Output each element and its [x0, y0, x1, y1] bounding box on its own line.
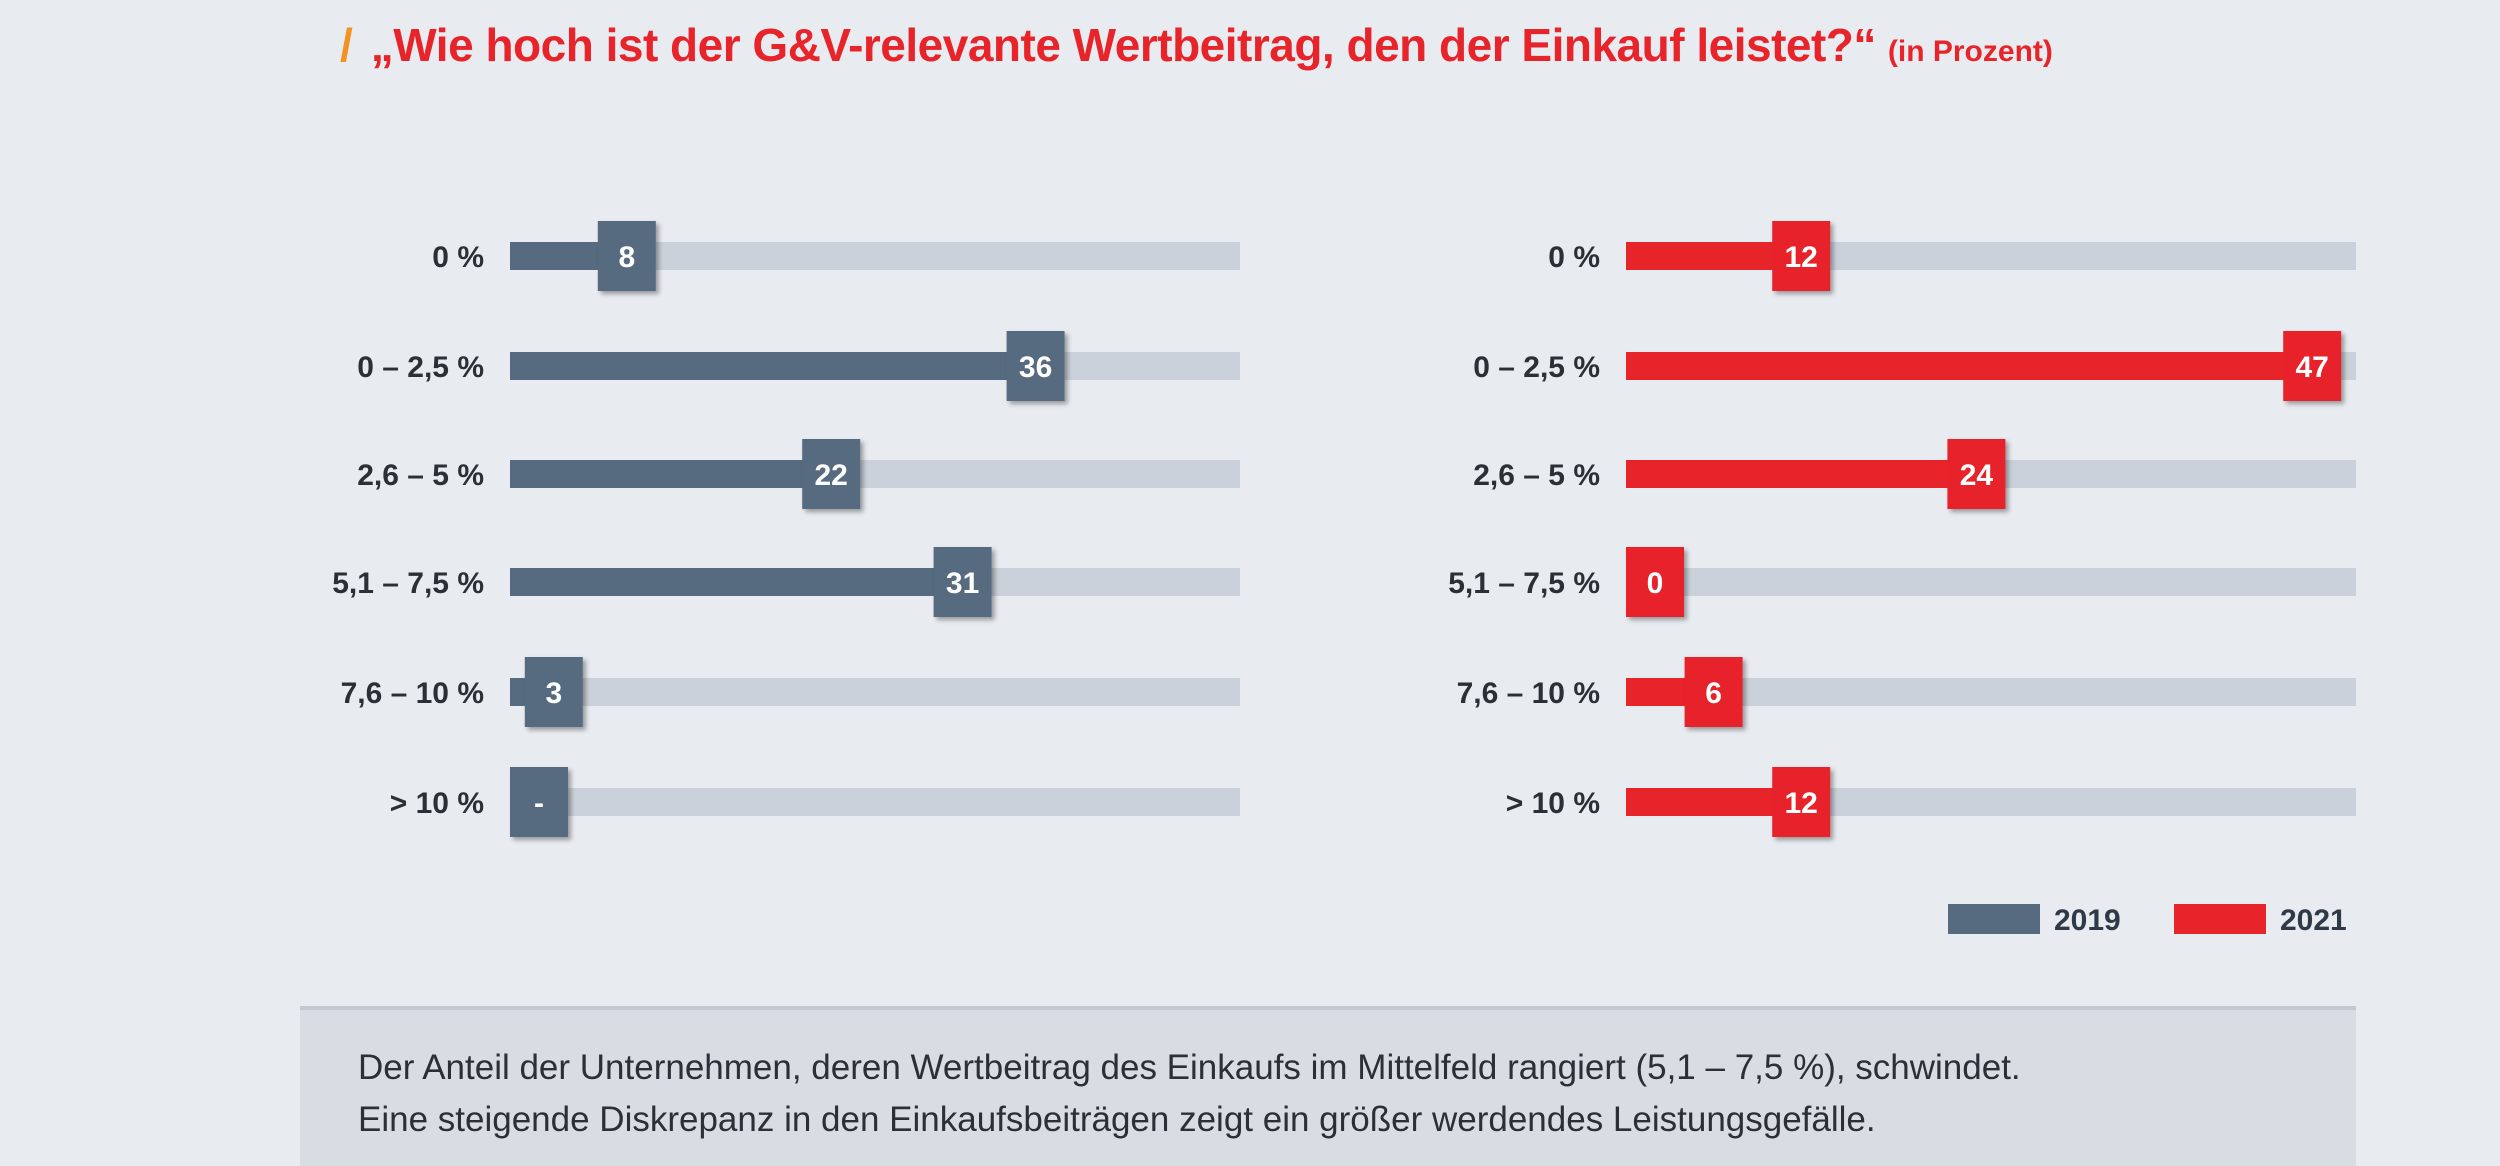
value-box-2019: [933, 547, 992, 617]
legend-swatch-2021: [2174, 904, 2266, 934]
category-label-2019: > 10 %: [390, 787, 484, 820]
value-box-2019: [510, 767, 568, 837]
category-label-2019: 0 %: [432, 241, 484, 274]
legend-swatch-2019: [1948, 904, 2040, 934]
slash-mark: /: [340, 19, 353, 71]
bar-2019: [510, 568, 963, 596]
note-line-1: Der Anteil der Unternehmen, deren Wertbe…: [358, 1048, 2021, 1087]
value-box-2021: [1947, 439, 2006, 509]
bar-2021: [1626, 460, 1977, 488]
bar-2021: [1626, 352, 2313, 380]
value-box-2021: [2283, 331, 2342, 401]
value-label-2021: 12: [1785, 787, 1818, 820]
value-box-2019: [802, 439, 861, 509]
bar-track: [1626, 678, 2356, 706]
category-label-2021: 5,1 – 7,5 %: [1448, 567, 1600, 600]
value-label-2019: 36: [1019, 351, 1052, 384]
value-box-2019: [1006, 331, 1065, 401]
value-box-2021: [1626, 547, 1684, 617]
value-label-2021: 24: [1960, 459, 1994, 492]
value-label-2019: 3: [545, 677, 562, 710]
category-label-2021: > 10 %: [1506, 787, 1600, 820]
bar-2019: [510, 460, 832, 488]
bar-track: [510, 678, 1240, 706]
bar-track: [510, 788, 1240, 816]
legend-label-2021: 2021: [2280, 904, 2347, 937]
bar-2021: [1626, 242, 1802, 270]
bar-charts: 0 % 80 – 2,5 % 362,6 – 5 % 225,1 – 7,5 % 317…: [332, 221, 2356, 837]
category-label-2021: 0 – 2,5 %: [1473, 351, 1600, 384]
value-label-2019: 8: [618, 241, 635, 274]
value-label-2019: -: [534, 787, 544, 820]
panel-2021: 0 % 12 0 – 2,5 % 47 2,6 – 5 % 24 5,1 – 7,5 % 0 7…: [1448, 221, 2356, 837]
value-label-2021: 0: [1647, 567, 1664, 600]
value-box-2021: [1684, 657, 1743, 727]
category-label-2019: 5,1 – 7,5 %: [332, 567, 484, 600]
bar-2019: [510, 352, 1036, 380]
category-label-2021: 0 %: [1548, 241, 1600, 274]
legend-label-2019: 2019: [2054, 904, 2121, 937]
note-line-2: Eine steigende Diskrepanz in den Einkauf…: [358, 1100, 1876, 1139]
value-label-2021: 12: [1785, 241, 1818, 274]
value-box-2019: [597, 221, 656, 291]
summary-note: Der Anteil der Unternehmen, deren Wertbe…: [300, 1006, 2356, 1166]
chart-title: „Wie hoch ist der G&V-relevante Wertbeit…: [370, 19, 1877, 71]
value-box-2021: [1772, 767, 1831, 837]
value-label-2021: 47: [2296, 351, 2329, 384]
bar-2021: [1626, 788, 1802, 816]
category-label-2019: 2,6 – 5 %: [357, 459, 484, 492]
value-label-2019: 22: [815, 459, 848, 492]
category-label-2019: 0 – 2,5 %: [357, 351, 484, 384]
bar-track: [1626, 568, 2356, 596]
value-box-2019: [524, 657, 583, 727]
category-label-2021: 7,6 – 10 %: [1457, 677, 1600, 710]
value-label-2021: 6: [1705, 677, 1722, 710]
category-label-2019: 7,6 – 10 %: [341, 677, 484, 710]
chart-header: / „Wie hoch ist der G&V-relevante Wertbei…: [340, 18, 2053, 72]
panel-2019: 0 % 8 0 – 2,5 % 36 2,6 – 5 % 22 5,1 – 7,5 % 31 7…: [332, 221, 1240, 837]
value-label-2019: 31: [946, 567, 979, 600]
unit-label: (in Prozent): [1887, 35, 2053, 68]
category-label-2021: 2,6 – 5 %: [1473, 459, 1600, 492]
value-box-2021: [1772, 221, 1831, 291]
